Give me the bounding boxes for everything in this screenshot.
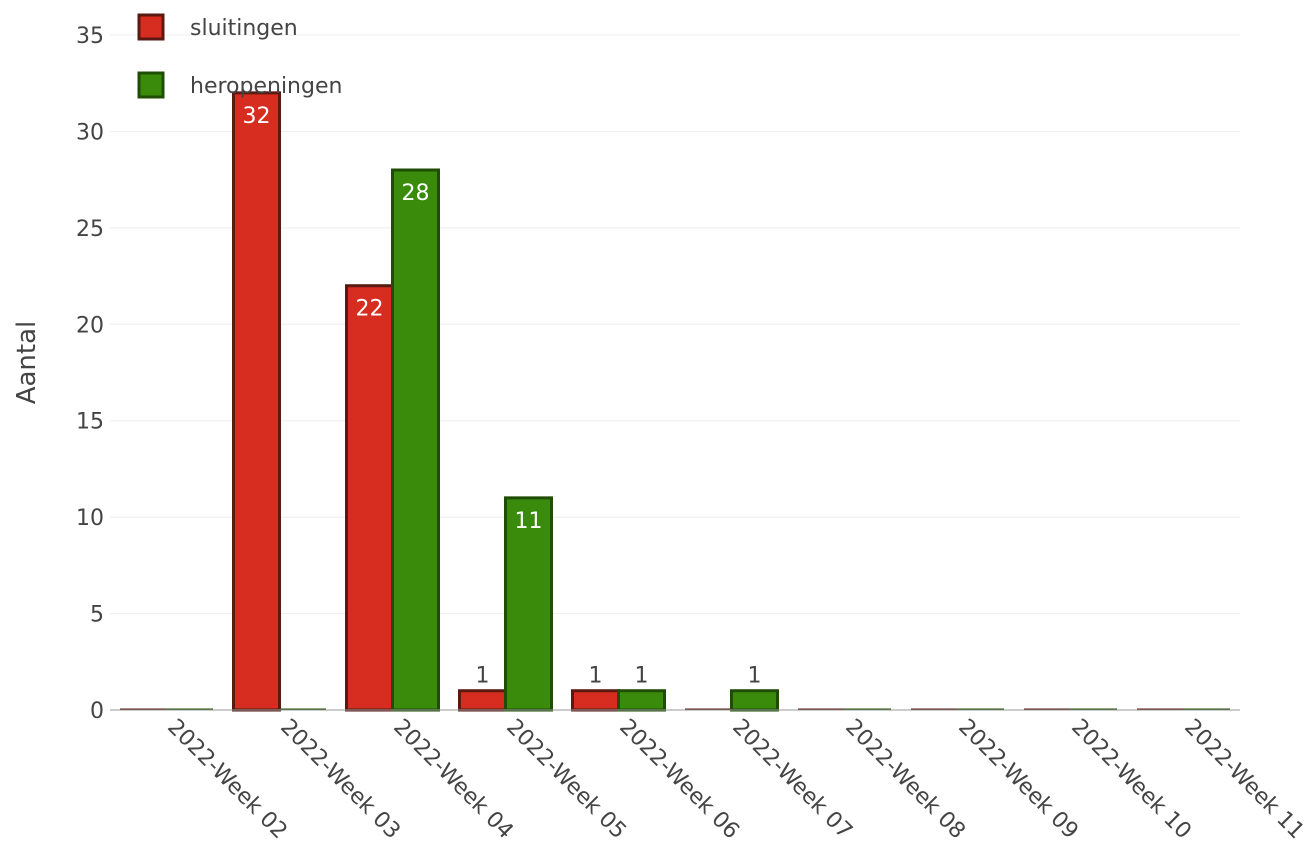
bar-value-label: 1 [589, 664, 603, 689]
x-tick-label: 2022-Week 07 [727, 715, 857, 845]
bar-value-label: 1 [748, 664, 762, 689]
bars [120, 91, 1230, 712]
x-tick-label: 2022-Week 04 [388, 715, 518, 845]
x-tick-label: 2022-Week 08 [840, 715, 970, 845]
y-tick-label: 30 [76, 120, 104, 145]
bar-heropeningen-2[interactable] [391, 168, 440, 712]
y-tick-label: 20 [76, 313, 104, 338]
gridlines [110, 34, 1240, 615]
y-tick-label: 35 [76, 24, 104, 49]
legend-item-heropeningen[interactable]: heropeningen [137, 71, 342, 99]
y-tick-label: 0 [90, 699, 104, 724]
legend-swatch [137, 71, 165, 99]
x-tick-label: 2022-Week 10 [1066, 715, 1196, 845]
bar-sluitingen-2[interactable] [345, 284, 394, 712]
bar-value-label: 32 [243, 104, 271, 129]
x-tick-label: 2022-Week 11 [1179, 715, 1309, 845]
x-tick-label: 2022-Week 03 [275, 715, 405, 845]
legend-label: heropeningen [190, 74, 342, 99]
bar-value-label: 28 [402, 181, 430, 206]
y-tick-label: 15 [76, 410, 104, 435]
bar-heropeningen-5[interactable] [730, 689, 779, 712]
bar-value-label: 11 [515, 509, 543, 534]
legend-swatch [137, 13, 165, 41]
bar-sluitingen-3[interactable] [458, 689, 507, 712]
bar-sluitingen-1[interactable] [232, 91, 281, 712]
bar-value-label: 22 [356, 297, 384, 322]
bar-value-label: 1 [476, 664, 490, 689]
x-tick-label: 2022-Week 05 [501, 715, 631, 845]
bar-sluitingen-4[interactable] [571, 689, 620, 712]
y-tick-label: 5 [90, 603, 104, 628]
x-tick-label: 2022-Week 09 [953, 715, 1083, 845]
y-tick-label: 25 [76, 217, 104, 242]
y-axis-label: Aantal [12, 321, 42, 405]
legend-label: sluitingen [190, 16, 298, 41]
legend-item-sluitingen[interactable]: sluitingen [137, 13, 298, 41]
legend[interactable]: sluitingen heropeningen [137, 13, 342, 99]
bar-heropeningen-4[interactable] [617, 689, 666, 712]
bar-value-label: 1 [635, 664, 649, 689]
y-tick-label: 10 [76, 506, 104, 531]
x-tick-label: 2022-Week 02 [162, 715, 292, 845]
x-tick-label: 2022-Week 06 [614, 715, 744, 845]
